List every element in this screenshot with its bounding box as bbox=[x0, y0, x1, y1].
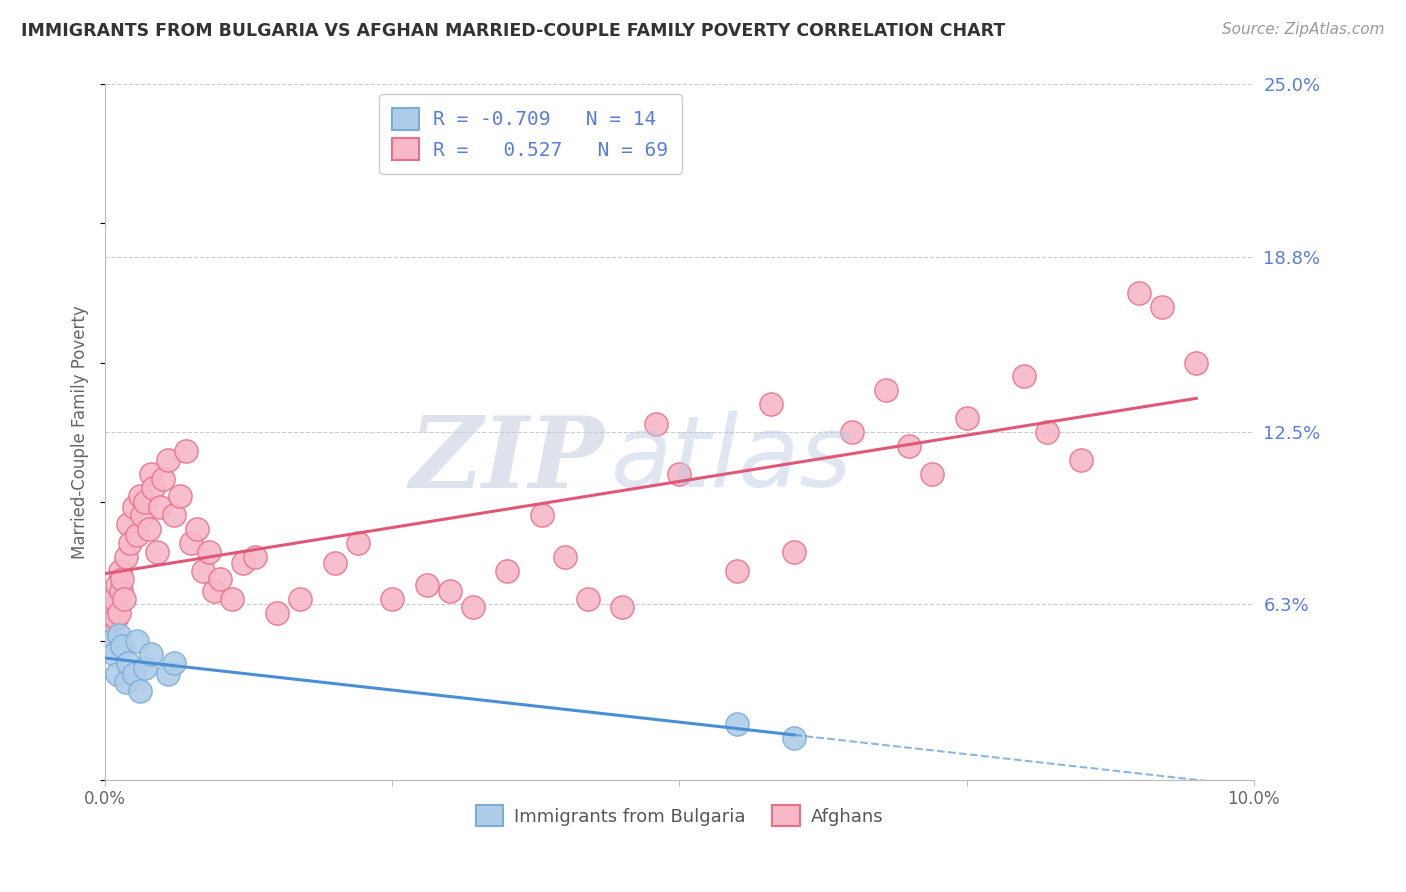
Point bbox=[157, 453, 180, 467]
Point bbox=[554, 550, 576, 565]
Point bbox=[100, 633, 122, 648]
Point bbox=[381, 591, 404, 606]
Point bbox=[103, 648, 125, 662]
Point bbox=[875, 384, 897, 398]
Text: ZIP: ZIP bbox=[409, 411, 605, 508]
Point bbox=[530, 508, 553, 523]
Point bbox=[725, 717, 748, 731]
Point bbox=[290, 591, 312, 606]
Point bbox=[127, 528, 149, 542]
Point bbox=[1012, 369, 1035, 384]
Point bbox=[108, 628, 131, 642]
Point bbox=[105, 578, 128, 592]
Point bbox=[134, 661, 156, 675]
Point bbox=[108, 564, 131, 578]
Point bbox=[610, 600, 633, 615]
Legend: Immigrants from Bulgaria, Afghans: Immigrants from Bulgaria, Afghans bbox=[468, 797, 890, 833]
Point bbox=[174, 444, 197, 458]
Point bbox=[142, 481, 165, 495]
Point bbox=[128, 489, 150, 503]
Point bbox=[1150, 300, 1173, 314]
Text: IMMIGRANTS FROM BULGARIA VS AFGHAN MARRIED-COUPLE FAMILY POVERTY CORRELATION CHA: IMMIGRANTS FROM BULGARIA VS AFGHAN MARRI… bbox=[21, 22, 1005, 40]
Point bbox=[191, 564, 214, 578]
Point bbox=[496, 564, 519, 578]
Point bbox=[112, 591, 135, 606]
Point bbox=[149, 500, 172, 515]
Point bbox=[668, 467, 690, 481]
Point bbox=[783, 544, 806, 558]
Point bbox=[103, 628, 125, 642]
Point bbox=[117, 656, 139, 670]
Point bbox=[115, 675, 138, 690]
Point bbox=[232, 556, 254, 570]
Text: Source: ZipAtlas.com: Source: ZipAtlas.com bbox=[1222, 22, 1385, 37]
Point bbox=[101, 600, 124, 615]
Point bbox=[127, 633, 149, 648]
Point bbox=[221, 591, 243, 606]
Point bbox=[104, 611, 127, 625]
Point bbox=[141, 648, 163, 662]
Point bbox=[266, 606, 288, 620]
Point bbox=[163, 656, 186, 670]
Point bbox=[122, 667, 145, 681]
Point bbox=[134, 494, 156, 508]
Point bbox=[461, 600, 484, 615]
Point bbox=[131, 508, 153, 523]
Point bbox=[157, 667, 180, 681]
Text: atlas: atlas bbox=[610, 411, 852, 508]
Point bbox=[1185, 355, 1208, 369]
Point bbox=[783, 731, 806, 745]
Point bbox=[169, 489, 191, 503]
Point bbox=[115, 550, 138, 565]
Point bbox=[186, 522, 208, 536]
Point bbox=[416, 578, 439, 592]
Point bbox=[725, 564, 748, 578]
Point bbox=[111, 639, 134, 653]
Point bbox=[128, 683, 150, 698]
Point bbox=[180, 536, 202, 550]
Point bbox=[761, 397, 783, 411]
Point bbox=[576, 591, 599, 606]
Point bbox=[141, 467, 163, 481]
Point bbox=[439, 583, 461, 598]
Point bbox=[138, 522, 160, 536]
Point bbox=[898, 439, 921, 453]
Point bbox=[111, 573, 134, 587]
Point bbox=[97, 620, 120, 634]
Point bbox=[209, 573, 232, 587]
Point bbox=[108, 606, 131, 620]
Y-axis label: Married-Couple Family Poverty: Married-Couple Family Poverty bbox=[72, 305, 89, 559]
Point bbox=[1036, 425, 1059, 439]
Point bbox=[955, 411, 977, 425]
Point bbox=[202, 583, 225, 598]
Point bbox=[243, 550, 266, 565]
Point bbox=[117, 516, 139, 531]
Point bbox=[921, 467, 943, 481]
Point bbox=[1070, 453, 1092, 467]
Point bbox=[110, 583, 132, 598]
Point bbox=[841, 425, 863, 439]
Point bbox=[347, 536, 370, 550]
Point bbox=[146, 544, 169, 558]
Point bbox=[1128, 285, 1150, 300]
Point bbox=[96, 606, 118, 620]
Point bbox=[120, 536, 142, 550]
Point bbox=[645, 417, 668, 431]
Point bbox=[100, 611, 122, 625]
Point bbox=[122, 500, 145, 515]
Point bbox=[103, 591, 125, 606]
Point bbox=[323, 556, 346, 570]
Point bbox=[105, 667, 128, 681]
Point bbox=[152, 472, 174, 486]
Point bbox=[197, 544, 219, 558]
Point bbox=[163, 508, 186, 523]
